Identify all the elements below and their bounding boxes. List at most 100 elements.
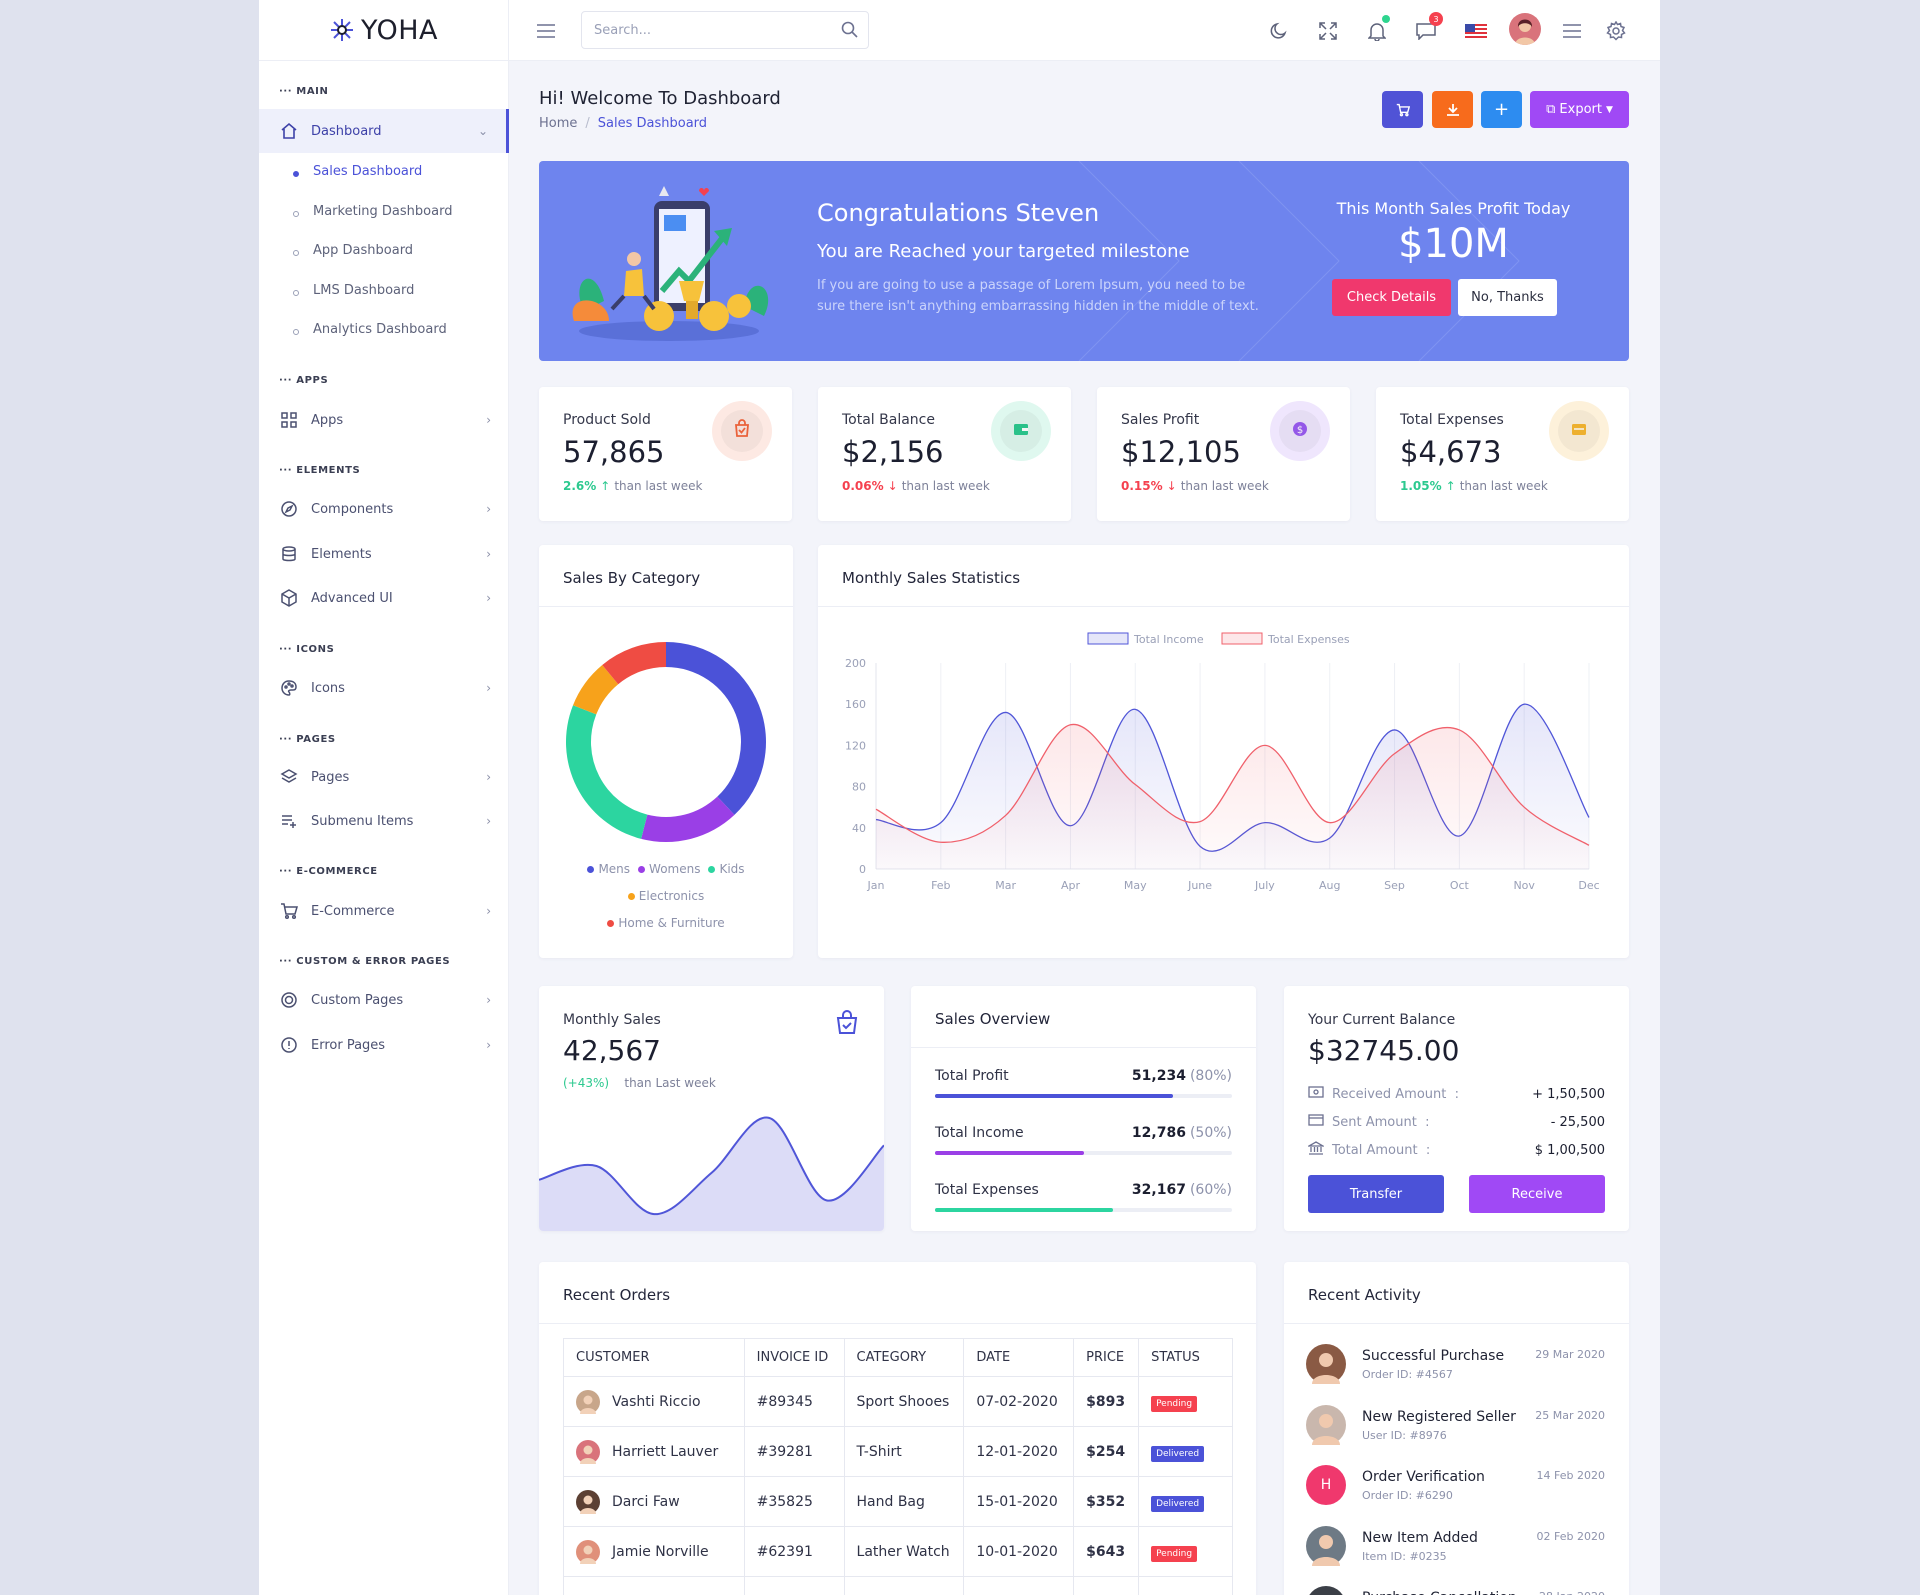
search-input[interactable]: Search...: [581, 11, 869, 49]
brand-logo[interactable]: YOHA: [259, 0, 508, 61]
sidebar-item-ecommerce[interactable]: E-Commerce ›: [259, 889, 509, 933]
stat-card: Total Balance $2,156 0.06% ↓ than last week: [818, 387, 1071, 521]
avatar: [576, 1539, 600, 1564]
column-header[interactable]: INVOICE ID: [743, 1338, 845, 1377]
legend-item[interactable]: Womens: [638, 862, 700, 876]
add-button[interactable]: +: [1481, 91, 1522, 128]
column-header[interactable]: PRICE: [1073, 1338, 1140, 1377]
sidebar-item-advanced-ui[interactable]: Advanced UI ›: [259, 576, 509, 620]
table-row[interactable]: Vashti Riccio #89345 Sport Shooes 07-02-202…: [563, 1376, 1233, 1427]
donut-slice[interactable]: [666, 642, 766, 815]
activity-item[interactable]: New Registered Seller User ID: #8976 25 Ma…: [1306, 1404, 1605, 1455]
search-icon[interactable]: [841, 21, 858, 42]
legend-item[interactable]: Kids: [708, 862, 745, 876]
sidebar-item-label: Elements: [311, 546, 372, 562]
sidebar-item-dashboard[interactable]: Dashboard ⌄: [259, 109, 509, 153]
x-tick-label: Oct: [1450, 879, 1470, 892]
sidebar-sub-app-dashboard[interactable]: App Dashboard: [292, 243, 414, 258]
wallet-icon: [1011, 419, 1031, 443]
legend-label: Womens: [649, 861, 701, 876]
banner-text: If you are going to use a passage of Lor…: [817, 278, 1259, 314]
no-thanks-button[interactable]: No, Thanks: [1458, 279, 1557, 316]
milestone-illustration: [572, 186, 769, 341]
receive-button[interactable]: Receive: [1469, 1175, 1605, 1213]
status-badge: Delivered: [1151, 1445, 1205, 1462]
donut-slice[interactable]: [602, 642, 666, 685]
grid-icon: [279, 410, 299, 430]
breadcrumb-home[interactable]: Home: [539, 116, 578, 131]
column-header[interactable]: DATE: [963, 1338, 1075, 1377]
user-avatar[interactable]: [1509, 13, 1541, 45]
status-badge: Pending: [1151, 1545, 1198, 1562]
sidebar-item-pages[interactable]: Pages ›: [259, 755, 509, 799]
sidebar-item-icons[interactable]: Icons ›: [259, 666, 509, 710]
legend-item[interactable]: Electronics: [627, 889, 704, 903]
activity-item[interactable]: Purchase Cancellation 28 Jan 2020: [1306, 1586, 1605, 1595]
donut-slice[interactable]: [573, 664, 619, 715]
breadcrumb: Home / Sales Dashboard: [539, 116, 708, 131]
column-header[interactable]: STATUS: [1138, 1338, 1233, 1377]
balance-row-sent: Sent Amount :- 25,500: [1308, 1111, 1605, 1133]
check-details-button[interactable]: Check Details: [1332, 279, 1451, 316]
avatar: [1306, 1344, 1346, 1384]
menu-toggle-icon[interactable]: [533, 18, 559, 44]
category-cell: Lather Watch: [843, 1526, 965, 1577]
avatar: [1306, 1586, 1346, 1595]
sidebar-sub-marketing-dashboard[interactable]: Marketing Dashboard: [292, 204, 453, 219]
sidebar-item-custom-pages[interactable]: Custom Pages ›: [259, 978, 509, 1022]
column-header[interactable]: CUSTOMER: [563, 1338, 745, 1377]
series-line[interactable]: [875, 724, 1590, 846]
database-icon: [279, 544, 299, 564]
overview-value-wrap: 51,234 (80%): [1132, 1068, 1232, 1084]
sidebar-item-components[interactable]: Components ›: [259, 487, 509, 531]
activity-item[interactable]: Successful Purchase Order ID: #4567 29 Mar…: [1306, 1344, 1605, 1394]
sidebar-sub-lms-dashboard[interactable]: LMS Dashboard: [292, 283, 415, 298]
message-icon[interactable]: 3: [1413, 12, 1443, 44]
table-row[interactable]: Harriett Lauver #39281 T-Shirt 12-01-2020 $2…: [563, 1426, 1233, 1477]
overview-value-wrap: 12,786 (50%): [1132, 1125, 1232, 1141]
sidebar-sub-analytics-dashboard[interactable]: Analytics Dashboard: [293, 322, 447, 337]
progress-fill: [935, 1208, 1114, 1212]
sidebar-item-label: Icons: [311, 680, 345, 696]
legend-label[interactable]: Total Expenses: [1267, 633, 1350, 646]
legend-item[interactable]: Mens: [587, 862, 630, 876]
download-icon: [1446, 103, 1459, 116]
activity-item[interactable]: H Order Verification Order ID: #6290 14 Feb…: [1306, 1465, 1605, 1515]
activity-title: New Registered Seller: [1362, 1408, 1516, 1425]
export-button[interactable]: ⧉ Export ▼: [1530, 91, 1629, 128]
donut-slice[interactable]: [641, 796, 735, 842]
fullscreen-icon[interactable]: [1315, 18, 1341, 44]
sidebar: YOHA ··· MAIN Dashboard ⌄ Sales Dashboar…: [259, 0, 509, 1595]
y-tick-label: 40: [852, 822, 866, 835]
sidebar-item-apps[interactable]: Apps ›: [259, 398, 509, 442]
menu-icon[interactable]: [1559, 18, 1585, 44]
activity-title: Order Verification: [1362, 1469, 1485, 1485]
notification-bell-icon[interactable]: [1364, 15, 1390, 44]
transfer-button[interactable]: Transfer: [1308, 1175, 1444, 1213]
chevron-right-icon: ›: [486, 591, 491, 605]
sidebar-item-submenu[interactable]: Submenu Items ›: [259, 799, 509, 843]
monthly-sales-statistics-card: Monthly Sales Statistics Jan Feb Mar Apr May…: [818, 545, 1629, 958]
us-flag-icon[interactable]: [1463, 18, 1489, 44]
stat-value: $12,105: [1121, 435, 1241, 469]
column-header[interactable]: CATEGORY: [843, 1338, 965, 1377]
card-icon: [1569, 419, 1589, 443]
price-cell: $254: [1073, 1426, 1140, 1477]
activity-item[interactable]: New Item Added Item ID: #0235 02 Feb 2020: [1306, 1525, 1605, 1576]
cart-button[interactable]: [1382, 91, 1423, 128]
table-row[interactable]: [563, 1576, 1233, 1595]
gear-icon[interactable]: [1603, 18, 1629, 44]
monthly-sales-value: 42,567: [563, 1034, 661, 1067]
legend-item[interactable]: Home & Furniture: [607, 916, 725, 930]
download-button[interactable]: [1432, 91, 1473, 128]
sidebar-item-error-pages[interactable]: Error Pages ›: [259, 1023, 509, 1067]
stat-change-row: 0.06% ↓ than last week: [842, 479, 990, 493]
table-row[interactable]: Darci Faw #35825 Hand Bag 15-01-2020 $352 Del…: [563, 1476, 1233, 1527]
donut-slice[interactable]: [566, 705, 648, 839]
sidebar-sub-sales-dashboard[interactable]: Sales Dashboard: [292, 164, 423, 179]
activity-date: 28 Jan 2020: [1539, 1590, 1605, 1595]
dark-mode-icon[interactable]: [1266, 18, 1292, 44]
table-row[interactable]: Jamie Norville #62391 Lather Watch 10-01-20…: [563, 1526, 1233, 1577]
legend-label[interactable]: Total Income: [1133, 633, 1204, 646]
sidebar-item-elements[interactable]: Elements ›: [259, 532, 509, 576]
